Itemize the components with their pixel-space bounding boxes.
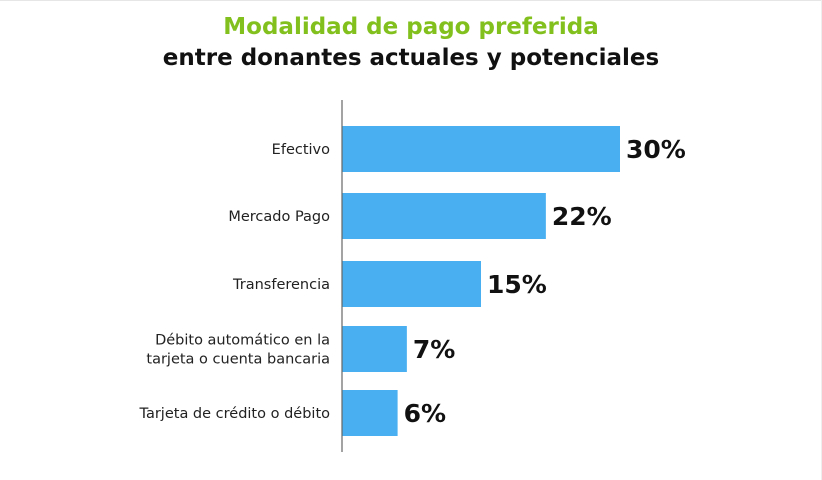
category-label-2: Transferencia [232,277,330,293]
bar-2 [342,261,481,307]
bar-0 [342,126,620,172]
value-label-2: 15% [487,270,547,299]
chart-subtitle: entre donantes actuales y potenciales [162,45,660,71]
category-label-3: Débito automático en la tarjeta o cuenta … [146,333,330,368]
category-label-line: Efectivo [272,142,330,158]
category-label-line: Débito automático en la [155,333,330,349]
bar-3 [342,326,407,372]
bar-1 [342,193,546,239]
value-label-0: 30% [626,135,686,164]
chart-title: Modalidad de pago preferida [223,14,599,40]
value-label-1: 22% [552,202,612,231]
category-label-1: Mercado Pago [228,209,330,225]
category-label-line: tarjeta o cuenta bancaria [146,352,330,368]
category-label-0: Efectivo [272,142,330,158]
category-label-4: Tarjeta de crédito o débito [139,406,331,422]
category-label-line: Mercado Pago [228,209,330,225]
category-label-line: Tarjeta de crédito o débito [139,406,331,422]
bar-4 [342,390,398,436]
value-label-3: 7% [413,335,455,364]
top-divider [0,0,822,1]
value-label-4: 6% [404,399,446,428]
category-label-line: Transferencia [232,277,330,293]
